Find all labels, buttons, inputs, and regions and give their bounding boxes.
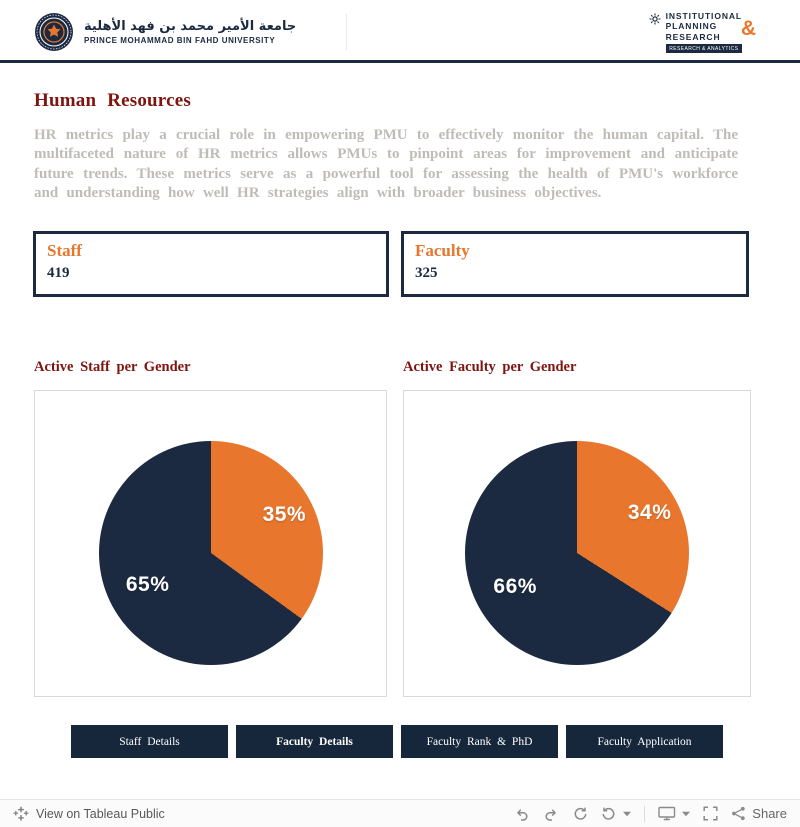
- ipr-word-research: RESEARCH: [665, 31, 721, 42]
- kpi-row: Staff 419 Faculty 325: [34, 232, 760, 297]
- toolbar-menu-caret-icon[interactable]: [623, 811, 632, 817]
- undo-icon[interactable]: [514, 806, 530, 822]
- tableau-toolbar: View on Tableau Public: [0, 799, 800, 827]
- share-label: Share: [752, 806, 787, 821]
- kpi-card-staff: Staff 419: [34, 232, 388, 297]
- faculty-gender-pie-chart: 34% 66%: [403, 390, 751, 698]
- ipr-text: INSTITUTIONAL PLANNING RESEARCH RESEARCH…: [665, 10, 742, 54]
- charts-row: 35% 65% 34% 66%: [34, 390, 760, 698]
- university-name: جامعة الأمير محمد بن فهد الأهلية PRINCE …: [84, 19, 296, 45]
- header-rule: [0, 60, 800, 63]
- kpi-card-faculty: Faculty 325: [402, 232, 748, 297]
- chart-title-staff-gender: Active Staff per Gender: [34, 359, 191, 376]
- nav-button-faculty-application[interactable]: Faculty Application: [566, 725, 723, 759]
- kpi-faculty-value: 325: [415, 265, 438, 282]
- ipr-word-planning: PLANNING: [665, 21, 718, 32]
- nav-button-faculty-details[interactable]: Faculty Details: [236, 725, 393, 759]
- gear-icon: [649, 13, 661, 25]
- chart-title-faculty-gender: Active Faculty per Gender: [403, 359, 577, 376]
- refresh-icon[interactable]: [601, 806, 617, 822]
- staff-gender-pie[interactable]: 35% 65%: [98, 440, 323, 665]
- page-title: Human Resources: [34, 90, 191, 111]
- ipr-banner: RESEARCH & ANALYTICS: [665, 44, 742, 54]
- chart-titles-row: Active Staff per Gender Active Faculty p…: [34, 359, 760, 376]
- redo-icon[interactable]: [543, 806, 559, 822]
- pie-slice-label: 66%: [493, 574, 537, 598]
- tableau-logo-icon: [13, 806, 29, 821]
- fullscreen-icon[interactable]: [703, 806, 718, 821]
- intro-paragraph: HR metrics play a crucial role in empowe…: [34, 127, 738, 201]
- toolbar-separator: [644, 805, 646, 822]
- kpi-staff-label: Staff: [47, 241, 82, 261]
- pie-slice-label: 35%: [262, 503, 307, 527]
- device-preview-caret-icon[interactable]: [682, 811, 691, 817]
- dashboard-content: Human Resources HR metrics play a crucia…: [0, 90, 800, 759]
- nav-button-faculty-rank-phd[interactable]: Faculty Rank & PhD: [401, 725, 558, 759]
- toolbar-actions: Share: [514, 805, 787, 822]
- pie-slice-label: 34%: [627, 500, 672, 524]
- ipr-word-institutional: INSTITUTIONAL: [665, 10, 742, 21]
- pie-slice-label: 65%: [125, 572, 170, 596]
- ipr-logo: INSTITUTIONAL PLANNING RESEARCH RESEARCH…: [649, 11, 756, 54]
- header-divider: [346, 14, 348, 50]
- dashboard-nav: Staff Details Faculty Details Faculty Ra…: [34, 725, 760, 759]
- tableau-attribution[interactable]: View on Tableau Public: [13, 806, 165, 822]
- header: جامعة الأمير محمد بن فهد الأهلية PRINCE …: [0, 0, 800, 60]
- share-icon: [732, 806, 745, 821]
- view-on-tableau-label: View on Tableau Public: [36, 806, 165, 821]
- replay-icon[interactable]: [572, 806, 588, 822]
- kpi-staff-value: 419: [47, 265, 70, 282]
- staff-gender-pie-chart: 35% 65%: [34, 390, 387, 698]
- kpi-faculty-label: Faculty: [415, 241, 470, 261]
- nav-button-staff-details[interactable]: Staff Details: [71, 725, 228, 759]
- share-button[interactable]: Share: [731, 806, 787, 821]
- ipr-ampersand: &: [740, 16, 756, 40]
- device-preview-icon[interactable]: [658, 806, 676, 821]
- pmu-seal-logo: [35, 13, 73, 51]
- university-name-arabic: جامعة الأمير محمد بن فهد الأهلية: [84, 19, 297, 34]
- university-name-english: PRINCE MOHAMMAD BIN FAHD UNIVERSITY: [84, 36, 276, 45]
- university-brand: جامعة الأمير محمد بن فهد الأهلية PRINCE …: [34, 12, 348, 52]
- faculty-gender-pie[interactable]: 34% 66%: [465, 440, 689, 665]
